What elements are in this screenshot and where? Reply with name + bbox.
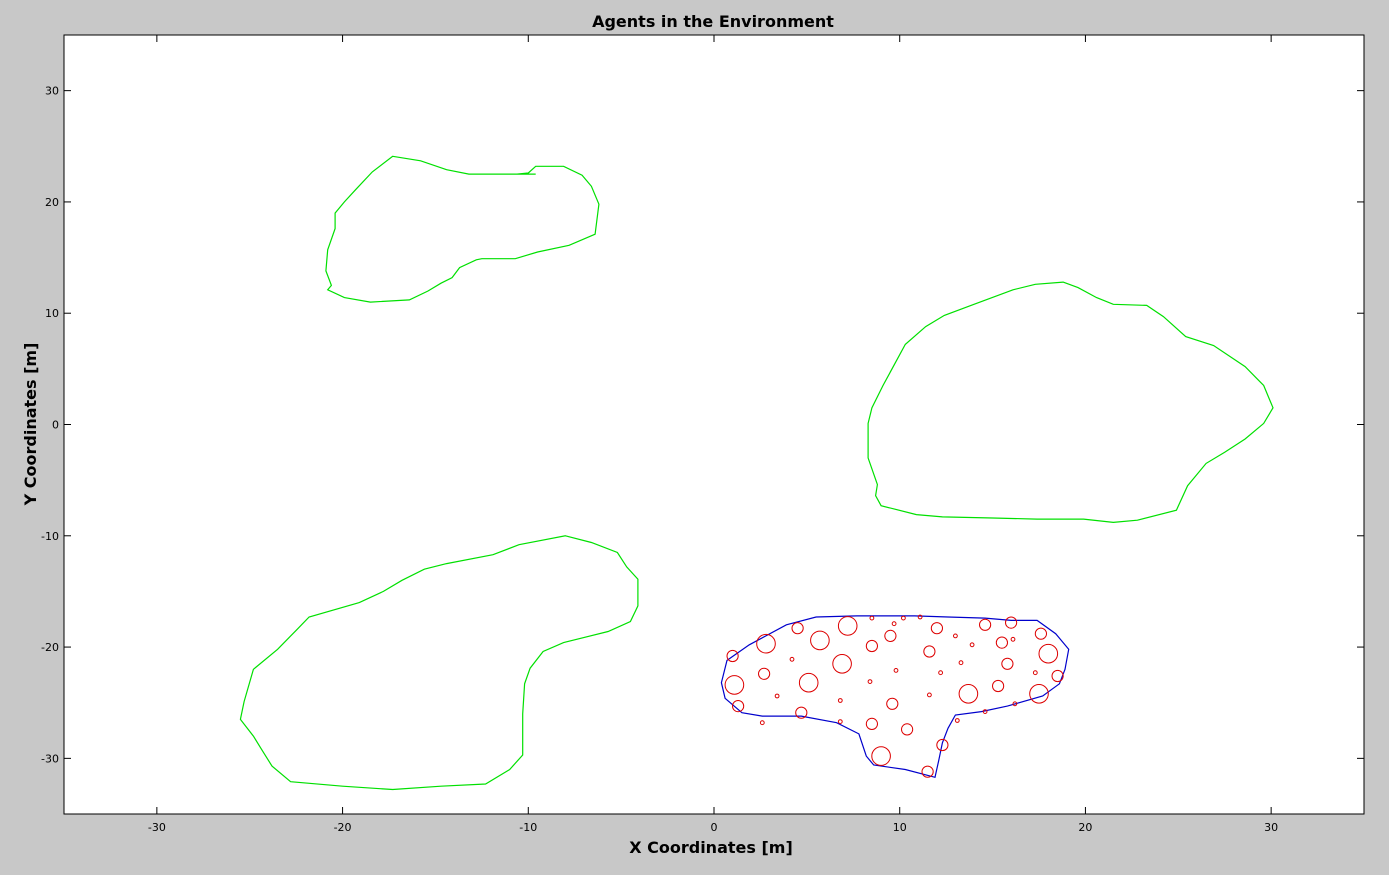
agent-point	[867, 679, 873, 684]
agent-point	[837, 698, 843, 703]
y-tick-label: 0	[52, 419, 59, 432]
agent-point	[921, 765, 934, 778]
x-tick-label: -30	[148, 821, 166, 834]
agent-point	[795, 706, 808, 719]
y-tick-label: -10	[41, 530, 59, 543]
x-tick-label: 10	[893, 821, 907, 834]
agent-point	[759, 720, 765, 726]
agent-point	[1029, 684, 1049, 704]
agent-point	[1032, 670, 1038, 676]
agent-point	[1034, 627, 1048, 640]
agent-point	[958, 660, 964, 666]
agents-layer	[724, 614, 1064, 778]
agent-point	[791, 622, 804, 635]
agent-point	[979, 618, 992, 631]
y-tick-label: 30	[45, 85, 59, 98]
agent-point	[774, 693, 780, 699]
agent-point	[724, 675, 745, 695]
agent-point	[869, 615, 875, 621]
agent-point	[837, 719, 843, 724]
agent-point	[832, 654, 852, 674]
region-agents	[720, 615, 1070, 779]
agent-point	[732, 700, 745, 713]
agent-point	[865, 639, 879, 653]
agent-point	[726, 649, 739, 663]
agent-point	[927, 692, 932, 698]
region-bottom-left	[239, 535, 639, 791]
agent-point	[789, 656, 795, 662]
agent-point	[1010, 636, 1016, 642]
y-axis-label: Y Coordinates [m]	[21, 343, 40, 507]
y-tick-label: -20	[41, 641, 59, 654]
agent-point	[969, 642, 975, 648]
agent-point	[936, 738, 949, 752]
agent-point	[1001, 657, 1014, 670]
agent-point	[954, 718, 960, 723]
regions-layer	[239, 155, 1274, 791]
agent-point	[891, 621, 897, 627]
agent-point	[798, 672, 819, 693]
plot-frame	[63, 34, 1365, 815]
agent-point	[923, 645, 936, 658]
agent-point	[930, 622, 944, 635]
region-right	[867, 281, 1274, 524]
agent-point	[982, 709, 988, 714]
agent-point	[995, 636, 1009, 649]
y-tick-label: -30	[41, 752, 59, 765]
x-tick-label: -10	[519, 821, 537, 834]
agent-point	[756, 633, 776, 654]
agent-point	[865, 717, 879, 731]
x-tick-label: -20	[334, 821, 352, 834]
agent-point	[837, 616, 858, 636]
agent-point	[810, 630, 830, 651]
agent-point	[893, 668, 899, 673]
agent-point	[917, 614, 923, 620]
agent-point	[958, 684, 979, 704]
agent-point	[1012, 701, 1018, 707]
agent-point	[1051, 669, 1064, 683]
agent-point	[901, 615, 906, 621]
x-tick-label: 0	[711, 821, 718, 834]
x-axis-label: X Coordinates [m]	[629, 838, 793, 857]
agent-point	[886, 697, 899, 710]
ticks-layer: -30 -20 -10 0 10 20 30 -30 -20 -10 0 10 20 30	[41, 35, 1364, 834]
agent-point	[938, 670, 943, 676]
agent-point	[1038, 643, 1059, 664]
region-top-left	[325, 155, 600, 303]
agent-point	[884, 629, 897, 643]
x-tick-label: 30	[1264, 821, 1278, 834]
agent-point	[992, 679, 1005, 693]
x-tick-label: 20	[1078, 821, 1092, 834]
chart-title: Agents in the Environment	[592, 12, 834, 31]
agent-point	[871, 746, 891, 766]
agent-point	[953, 633, 958, 639]
agent-point	[901, 723, 914, 736]
agent-point	[758, 667, 771, 680]
y-tick-label: 20	[45, 196, 59, 209]
plot-area	[64, 35, 1364, 814]
y-tick-label: 10	[45, 307, 59, 320]
agent-point	[1005, 616, 1018, 629]
